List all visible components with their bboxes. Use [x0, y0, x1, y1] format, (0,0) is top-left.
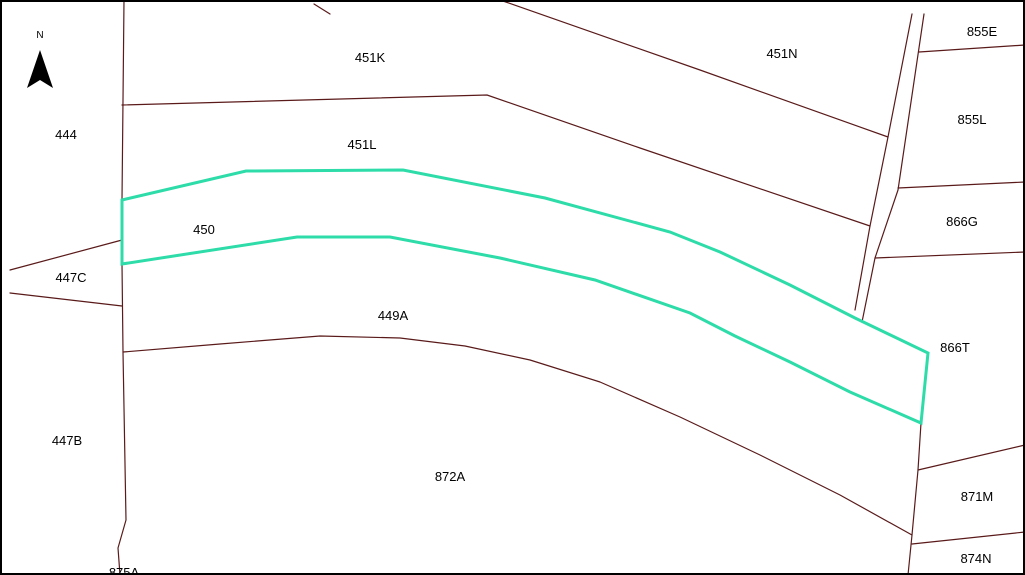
north-arrow: N — [27, 30, 53, 88]
parcel-label-866t: 866T — [940, 340, 970, 355]
parcel-boundary — [854, 13, 913, 311]
parcel-label-872a: 872A — [435, 469, 466, 484]
parcel-boundary — [907, 422, 922, 575]
parcel-boundary — [121, 0, 125, 201]
north-label: N — [36, 30, 43, 41]
parcel-label-871m: 871M — [961, 489, 994, 504]
parcel-boundary — [897, 181, 1025, 189]
parcel-boundary — [911, 531, 1025, 545]
parcel-boundary — [117, 263, 127, 575]
highlighted-parcel-outline[interactable] — [120, 168, 930, 426]
parcel-label-444: 444 — [55, 127, 77, 142]
parcel-boundary — [861, 13, 925, 323]
north-arrow-icon — [27, 50, 53, 88]
parcel-label-874n: 874N — [960, 551, 991, 566]
parcel-boundary — [874, 251, 1025, 259]
parcel-label-855l: 855L — [958, 112, 987, 127]
parcel-label-450: 450 — [193, 222, 215, 237]
parcel-label-451k: 451K — [355, 50, 386, 65]
parcel-boundary — [917, 444, 1025, 471]
parcel-label-855e: 855E — [967, 24, 998, 39]
parcel-boundary — [9, 239, 123, 271]
parcel-label-449a: 449A — [378, 308, 409, 323]
parcel-label-875a: 875A — [109, 565, 140, 575]
parcel-labels: 451K 451N 855E 444 451L 855L 866G 450 447C 449A 86… — [52, 24, 998, 575]
parcel-label-447b: 447B — [52, 433, 82, 448]
parcel-label-451n: 451N — [766, 46, 797, 61]
parcel-label-447c: 447C — [55, 270, 86, 285]
parcel-boundary — [499, 0, 889, 138]
parcel-label-866g: 866G — [946, 214, 978, 229]
parcel-boundary — [313, 3, 331, 15]
parcel-boundaries — [9, 0, 1025, 575]
parcel-boundary — [122, 335, 913, 536]
parcel-boundary — [918, 44, 1025, 53]
parcel-boundary — [121, 94, 871, 227]
parcel-boundary — [9, 292, 123, 307]
parcel-label-451l: 451L — [348, 137, 377, 152]
